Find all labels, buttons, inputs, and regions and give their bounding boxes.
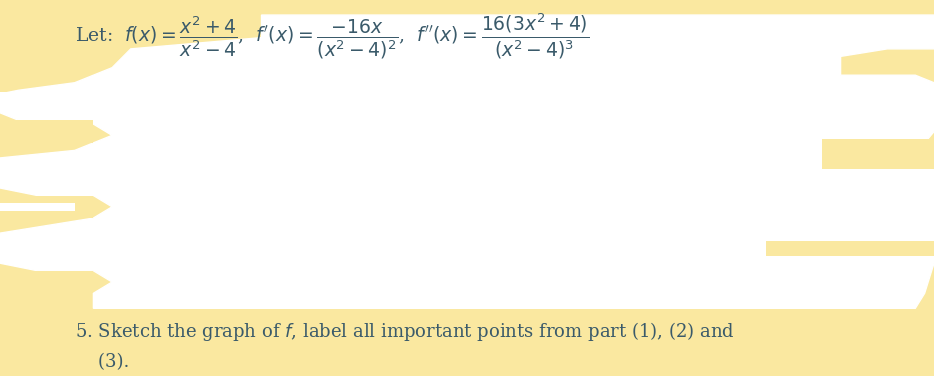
Text: 5. Sketch the graph of $f$, label all important points from part (1), (2) and: 5. Sketch the graph of $f$, label all im… [75,320,734,343]
FancyBboxPatch shape [0,196,93,218]
FancyBboxPatch shape [766,233,934,241]
FancyBboxPatch shape [822,90,934,98]
FancyBboxPatch shape [0,165,56,173]
FancyBboxPatch shape [0,271,93,293]
FancyBboxPatch shape [0,120,93,143]
Text: (3).: (3). [75,353,129,371]
FancyBboxPatch shape [0,203,75,211]
Polygon shape [112,75,822,90]
FancyBboxPatch shape [822,139,934,169]
FancyBboxPatch shape [766,233,934,256]
FancyBboxPatch shape [0,92,93,102]
Text: Let:  $f(x)=\dfrac{x^2+4}{x^2-4}$,  $f'(x) = \dfrac{-16x}{(x^2-4)^2}$,  $f''(x)=: Let: $f(x)=\dfrac{x^2+4}{x^2-4}$, $f'(x)… [75,11,589,61]
Polygon shape [0,15,934,308]
FancyBboxPatch shape [280,288,467,293]
